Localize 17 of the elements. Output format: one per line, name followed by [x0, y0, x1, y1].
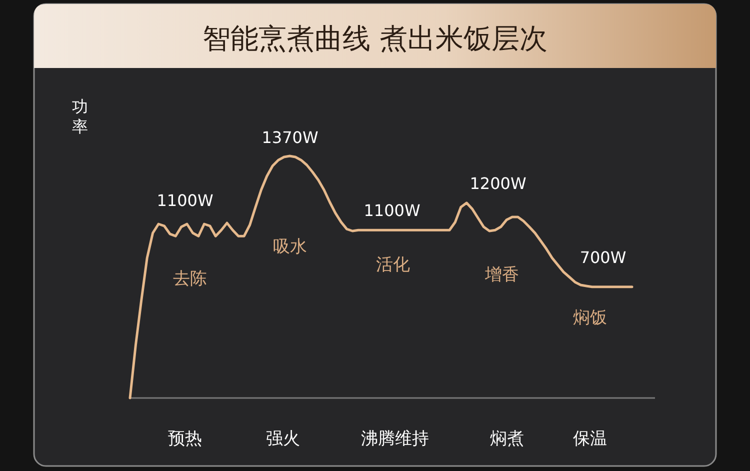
annotation: 1100W [364, 201, 420, 220]
annotation: 吸水 [273, 237, 307, 257]
text: 焖煮 [490, 429, 524, 449]
annotation: 增香 [484, 265, 519, 285]
text: 强火 [266, 429, 300, 449]
text: 保温 [573, 429, 607, 449]
annotation: 去陈 [173, 269, 207, 289]
chart-title: 智能烹煮曲线 煮出米饭层次 [202, 22, 548, 55]
annotation: 焖饭 [573, 308, 607, 328]
y-axis-title: 功率 [72, 97, 88, 136]
annotation: 1100W [156, 191, 214, 210]
annotation: 1200W [470, 174, 526, 193]
text: 1370W [262, 128, 318, 147]
text: 预热 [168, 429, 202, 449]
annotation: 700W [580, 248, 626, 267]
text: 沸腾维持 [361, 429, 429, 449]
annotation: 活化 [376, 255, 410, 275]
